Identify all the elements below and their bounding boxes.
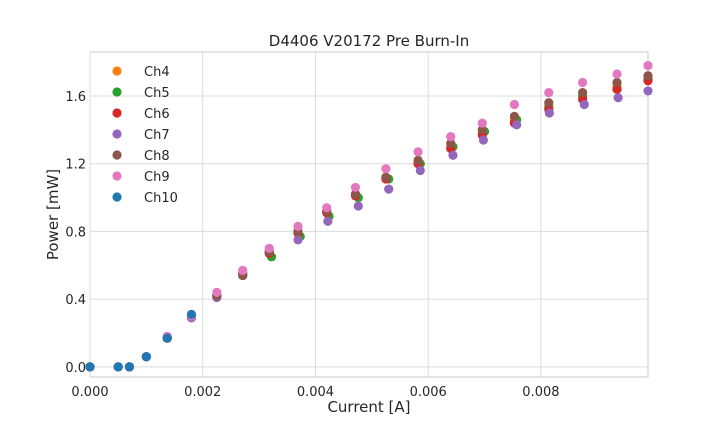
legend-label: Ch9 (144, 170, 170, 185)
data-point (323, 216, 333, 226)
data-point (612, 84, 622, 94)
grid (89, 52, 648, 377)
data-point (512, 120, 522, 130)
legend-marker (112, 150, 122, 160)
data-point (413, 155, 423, 165)
data-point (384, 184, 394, 194)
x-tick-label: 0.006 (410, 385, 447, 400)
data-point (613, 93, 623, 103)
data-point (293, 221, 303, 231)
legend-marker (112, 66, 122, 76)
legend-marker (112, 192, 122, 202)
data-point (85, 362, 95, 372)
data-point (643, 86, 653, 96)
x-tick-label: 0.000 (71, 385, 108, 400)
series-ch10 (85, 309, 197, 372)
legend-label: Ch5 (144, 86, 170, 101)
legend-label: Ch8 (144, 149, 170, 164)
legend-label: Ch6 (144, 107, 170, 122)
data-point (113, 362, 123, 372)
data-point (612, 77, 622, 88)
data-point (141, 352, 151, 362)
legend-item: Ch10 (112, 191, 178, 206)
data-point (544, 108, 554, 118)
data-point (578, 77, 588, 88)
data-point (544, 88, 554, 98)
data-points (85, 60, 653, 372)
data-point (478, 135, 489, 145)
legend: Ch4 Ch5 Ch6 Ch7 Ch8 Ch9 Ch10 (112, 65, 178, 206)
y-tick-label: 0.0 (65, 361, 86, 376)
data-point (293, 235, 303, 245)
legend-label: Ch10 (144, 191, 178, 206)
data-point (477, 125, 487, 135)
data-point (509, 99, 520, 110)
plot-area (89, 51, 649, 378)
x-tick-label: 0.008 (522, 385, 559, 400)
data-point (350, 189, 361, 199)
data-point (446, 138, 456, 149)
legend-label: Ch4 (144, 65, 170, 80)
x-tick-label: 0.004 (297, 385, 334, 400)
legend-marker (112, 171, 122, 181)
legend-item: Ch9 (112, 170, 170, 185)
data-point (212, 287, 222, 297)
y-tick-label: 1.2 (65, 158, 86, 173)
data-point (446, 132, 456, 142)
chart-title: D4406 V20172 Pre Burn-In (269, 32, 469, 50)
legend-item: Ch5 (112, 86, 170, 101)
y-axis-label: Power [mW] (44, 169, 62, 260)
ticks: 0.000 0.002 0.004 0.006 0.008 0.0 0.4 0.8 1.2 1.6 (65, 90, 559, 400)
legend-item: Ch7 (112, 128, 170, 143)
y-tick-label: 1.6 (65, 90, 86, 105)
legend-marker (112, 108, 122, 118)
data-point (448, 150, 458, 160)
data-point (353, 201, 363, 211)
y-tick-label: 0.4 (65, 293, 86, 308)
data-point (643, 60, 653, 71)
data-point (124, 362, 135, 372)
data-point (612, 69, 622, 79)
legend-label: Ch7 (144, 128, 170, 143)
data-point (381, 172, 391, 182)
data-point (579, 99, 589, 110)
data-point (322, 203, 332, 213)
data-point (264, 243, 274, 253)
data-point (381, 164, 391, 174)
legend-marker (112, 129, 122, 139)
legend-marker (112, 87, 122, 97)
y-tick-label: 0.8 (65, 225, 86, 240)
data-point (578, 88, 588, 98)
legend-item: Ch4 (112, 65, 170, 80)
x-axis-label: Current [A] (327, 398, 410, 416)
data-point (186, 309, 197, 319)
data-point (509, 111, 520, 121)
data-point (544, 98, 554, 108)
x-tick-label: 0.002 (184, 385, 221, 400)
data-point (162, 333, 172, 343)
data-point (477, 118, 487, 128)
legend-item: Ch6 (112, 107, 170, 122)
data-point (350, 182, 361, 193)
data-point (238, 265, 248, 275)
data-point (413, 147, 423, 157)
data-point (415, 165, 425, 176)
legend-item: Ch8 (112, 149, 170, 164)
data-point (643, 71, 653, 81)
